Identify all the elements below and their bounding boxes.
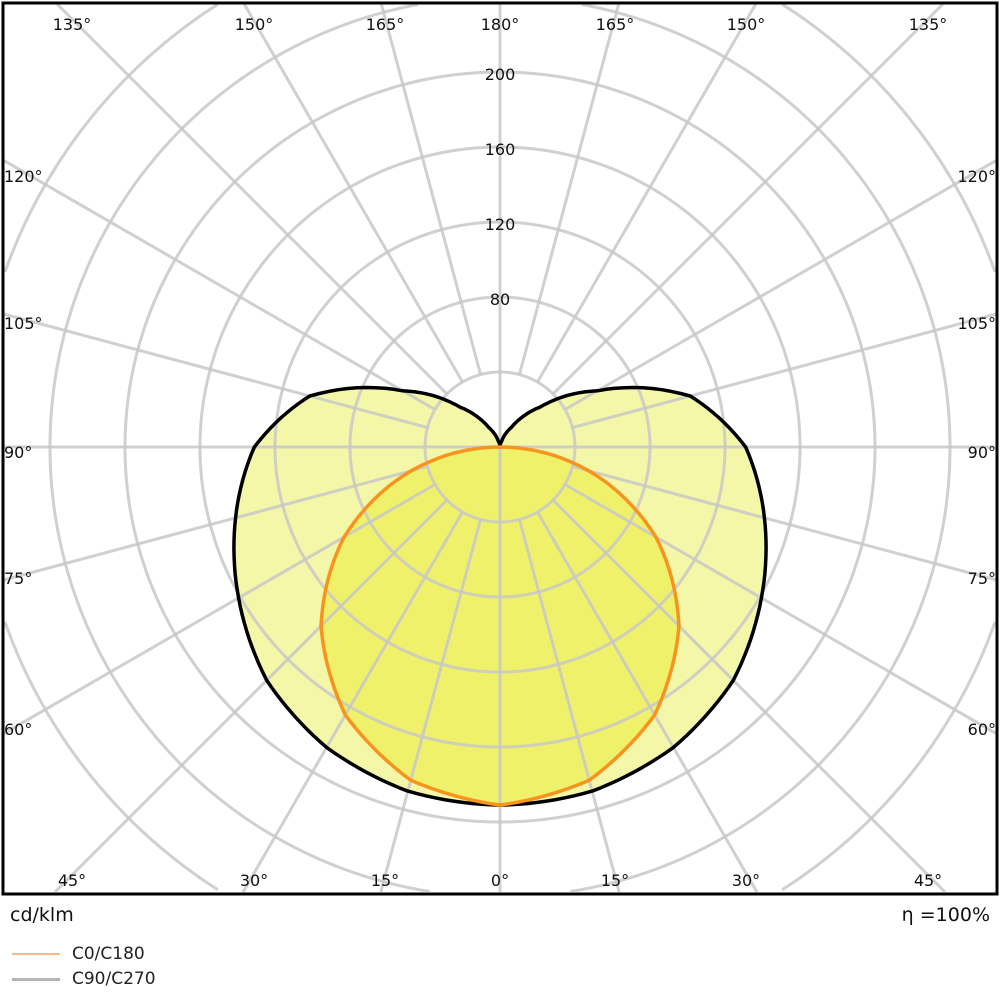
angle-label-right: 120° — [957, 167, 996, 186]
grid-spoke — [551, 498, 947, 892]
angle-label-right: 90° — [968, 443, 996, 462]
angle-label-top: 150° — [727, 15, 766, 34]
unit-label: cd/klm — [10, 904, 74, 926]
legend-swatch — [12, 977, 60, 981]
grid-spoke — [241, 511, 464, 892]
angle-label-top: 150° — [235, 15, 274, 34]
legend-label: C0/C180 — [72, 944, 145, 964]
grid-spoke — [572, 312, 996, 430]
grid-spoke — [517, 519, 621, 892]
legend-swatch — [12, 953, 60, 955]
angle-label-right: 105° — [957, 314, 996, 333]
angle-label-bottom: 15° — [601, 871, 629, 890]
grid-spoke — [242, 4, 464, 383]
angle-label-top: 180° — [481, 15, 520, 34]
radial-tick-label: 120 — [485, 215, 516, 234]
grid-spoke — [4, 312, 428, 430]
grid-spoke — [536, 511, 759, 892]
angle-label-top: 135° — [909, 15, 948, 34]
chart-frame — [1, 1, 999, 896]
grid-spoke — [4, 159, 436, 411]
grid-spoke — [379, 4, 483, 375]
c0-curve — [319, 445, 681, 807]
angle-label-left: 90° — [4, 443, 32, 462]
angle-label-left: 75° — [4, 569, 32, 588]
grid-spoke — [4, 464, 428, 582]
grid-spoke — [572, 464, 996, 582]
grid-spoke — [53, 498, 449, 892]
angle-label-left: 105° — [4, 314, 43, 333]
angle-label-bottom: 45° — [914, 871, 942, 890]
grid-ring — [4, 4, 996, 892]
grid-spoke — [551, 4, 945, 396]
angle-label-left: 60° — [4, 720, 32, 739]
radial-tick-label: 160 — [485, 140, 516, 159]
grid-spoke — [564, 159, 996, 411]
radial-tick-label: 200 — [485, 65, 516, 84]
angle-label-top: 165° — [596, 15, 635, 34]
efficiency-label: η =100% — [901, 904, 990, 926]
angle-label-left: 120° — [4, 167, 43, 186]
legend-item-c90: C90/C270 — [12, 968, 156, 990]
angle-label-top: 165° — [366, 15, 405, 34]
radial-tick-label: 80 — [490, 290, 510, 309]
angle-label-right: 60° — [968, 720, 996, 739]
grid-spoke — [564, 483, 996, 735]
grid-spoke — [536, 4, 758, 383]
angle-label-right: 75° — [968, 569, 996, 588]
angle-label-bottom: 15° — [371, 871, 399, 890]
angle-label-bottom: 30° — [240, 871, 268, 890]
grid-spoke — [4, 483, 436, 735]
polar-chart: 80 120 160 200 135° 150° 165° 180° 165° 150° 135° 4… — [1, 1, 999, 896]
grid-spoke — [517, 4, 621, 375]
legend-item-c0: C0/C180 — [12, 943, 145, 965]
angle-label-bottom: 0° — [491, 871, 509, 890]
angle-label-bottom: 45° — [58, 871, 86, 890]
angle-label-bottom: 30° — [732, 871, 760, 890]
grid-spoke — [55, 4, 449, 396]
angle-label-top: 135° — [53, 15, 92, 34]
legend-label: C90/C270 — [72, 969, 156, 989]
grid-ring — [48, 4, 952, 892]
grid-spoke — [379, 519, 483, 892]
